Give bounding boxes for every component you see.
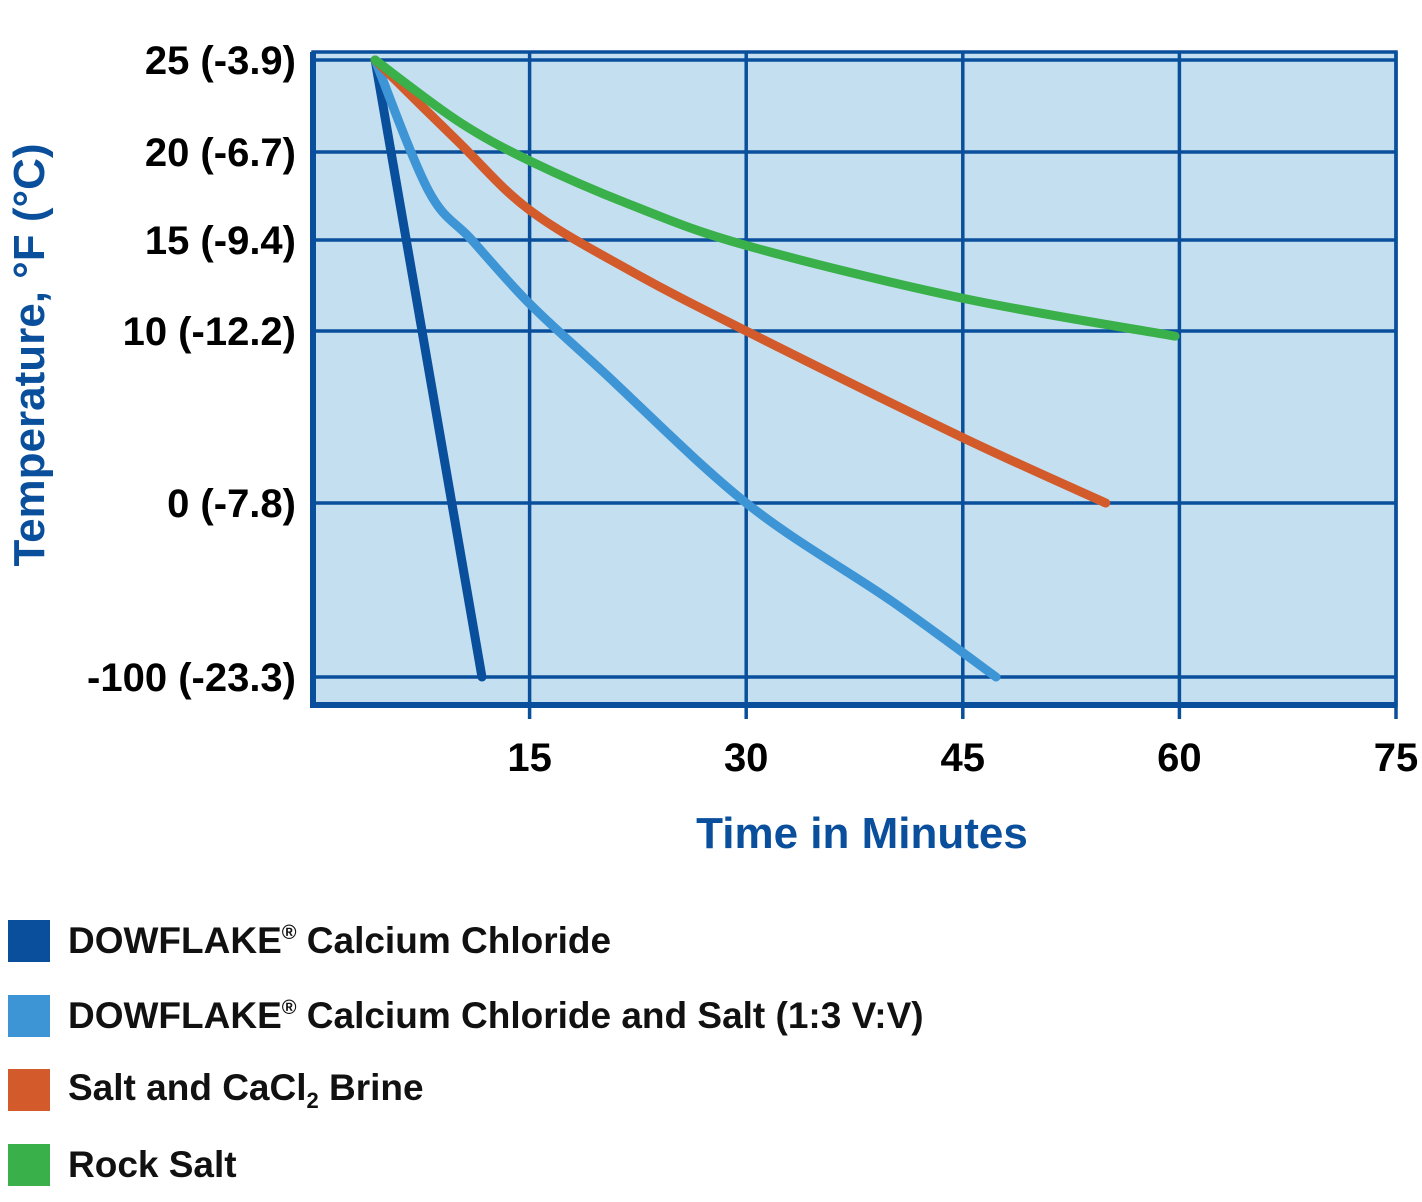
legend-text-pre: DOWFLAKE [68,920,282,961]
y-tick-label: 15 (-9.4) [145,219,296,263]
legend-item: DOWFLAKE® Calcium Chloride [8,904,924,979]
x-axis-label: Time in Minutes [696,809,1028,858]
legend-text-sub: 2 [307,1088,319,1113]
legend-label: DOWFLAKE® Calcium Chloride [68,920,611,962]
legend-item: Salt and CaCl2 Brine [8,1053,924,1128]
legend-swatch [8,1144,50,1186]
x-tick-label: 45 [941,736,986,780]
legend-swatch [8,995,50,1037]
x-tick-label: 15 [507,736,552,780]
y-tick-label: 10 (-12.2) [123,310,296,354]
y-tick-label: -100 (-23.3) [87,656,296,700]
legend-text-sup: ® [282,997,297,1019]
plot-area [313,52,1396,705]
legend-text-pre: Salt and CaCl [68,1067,307,1108]
legend-swatch [8,920,50,962]
legend-swatch [8,1069,50,1111]
y-tick-label: 0 (-7.8) [167,482,296,526]
legend-text-post: Calcium Chloride and Salt (1:3 V:V) [297,995,924,1036]
y-tick-labels: -100 (-23.3) 0 (-7.8) 10 (-12.2) 15 (-9.4) 2… [87,39,296,700]
legend-label: Salt and CaCl2 Brine [68,1067,424,1114]
legend-text-pre: Rock Salt [68,1144,237,1185]
legend-text-post: Brine [319,1067,424,1108]
legend-text-sup: ® [282,922,297,944]
y-tick-label: 25 (-3.9) [145,39,296,83]
x-tick-labels: 15 30 45 60 75 [507,736,1418,780]
legend-item: DOWFLAKE® Calcium Chloride and Salt (1:3… [8,979,924,1054]
legend-label: Rock Salt [68,1144,237,1186]
x-tick-label: 30 [724,736,769,780]
x-tick-label: 75 [1374,736,1419,780]
y-axis-label: Temperature, °F (°C) [5,143,54,566]
legend-text-pre: DOWFLAKE [68,995,282,1036]
legend-text-post: Calcium Chloride [297,920,612,961]
x-tick-label: 60 [1157,736,1202,780]
legend-label: DOWFLAKE® Calcium Chloride and Salt (1:3… [68,995,924,1037]
y-tick-label: 20 (-6.7) [145,131,296,175]
legend-item: Rock Salt [8,1128,924,1202]
